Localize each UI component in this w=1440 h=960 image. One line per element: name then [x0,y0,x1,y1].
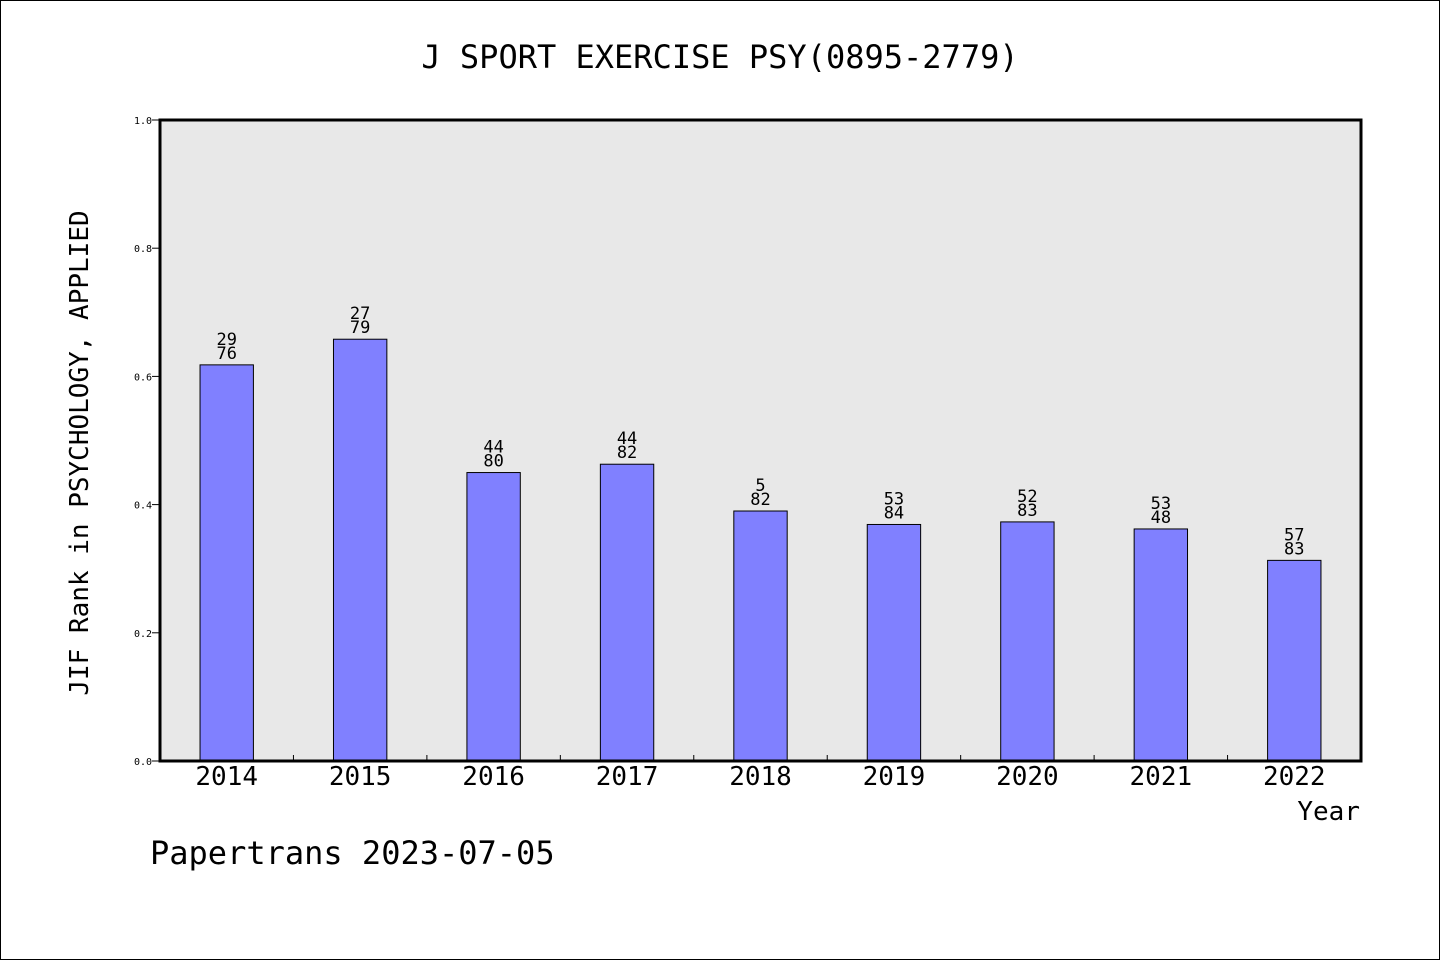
x-tick-label-2022: 2022 [1263,762,1326,792]
bar-2016 [466,472,521,762]
bar-label-top-2014: 29 [216,330,236,350]
bar-2022 [1267,559,1322,762]
x-tick-label-2019: 2019 [863,762,926,792]
x-tick-label-2017: 2017 [596,762,659,792]
bar-2018 [733,510,788,762]
x-tick-label-2016: 2016 [462,762,525,792]
chart-title: J SPORT EXERCISE PSY(0895-2779) [421,38,1018,76]
y-axis-label: JIF Rank in PSYCHOLOGY, APPLIED [65,210,95,695]
bar-label-bottom-2015: 79 [350,318,370,338]
bar-label-bottom-2022: 83 [1284,539,1304,559]
y-tick-label: 0.6 [134,372,152,383]
bar-label-bottom-2017: 82 [617,443,637,463]
bar-label-bottom-2020: 83 [1017,501,1037,521]
bar-label-top-2018: 5 [755,476,765,496]
watermark-text: Papertrans 2023-07-05 [150,834,555,872]
bar-label-top-2016: 44 [483,438,503,458]
x-tick-label-2020: 2020 [996,762,1059,792]
x-tick-label-2021: 2021 [1130,762,1193,792]
bar-2019 [866,523,922,762]
bar-label-top-2022: 57 [1284,525,1304,545]
bar-label-top-2017: 44 [617,429,637,449]
y-tick-label: 1.0 [134,116,152,127]
bar-2014 [199,364,254,762]
x-tick-label-2014: 2014 [195,762,258,792]
x-axis-label: Year [1297,797,1360,827]
bar-label-top-2015: 27 [350,304,370,324]
x-axis: 2014 2015 2016 2017 2018 2019 2020 2021 2022 [195,755,1326,792]
bar-label-top-2019: 53 [884,489,904,509]
bar-label-top-2020: 52 [1017,487,1037,507]
bar-label-bottom-2019: 84 [884,503,904,523]
x-tick-label-2015: 2015 [329,762,392,792]
y-axis: 0.0 0.2 0.4 0.6 0.8 1.0 [134,116,160,768]
bars-layer [199,338,1322,762]
y-tick-label: 0.2 [134,629,152,640]
bar-2021 [1133,528,1189,762]
plot-border [158,118,1363,763]
x-tick-label-2018: 2018 [729,762,792,792]
bar-2017 [599,463,655,762]
bar-2015 [332,338,388,762]
bar-label-top-2021: 53 [1151,494,1171,514]
y-tick-label: 0.8 [134,244,152,255]
bar-2020 [1000,521,1055,762]
bar-label-bottom-2014: 76 [216,344,236,364]
y-tick-label: 0.0 [134,757,152,768]
bar-label-bottom-2021: 48 [1151,508,1171,528]
y-tick-label: 0.4 [134,501,152,512]
bar-label-bottom-2016: 80 [483,452,503,472]
bar-label-bottom-2018: 82 [750,490,770,510]
